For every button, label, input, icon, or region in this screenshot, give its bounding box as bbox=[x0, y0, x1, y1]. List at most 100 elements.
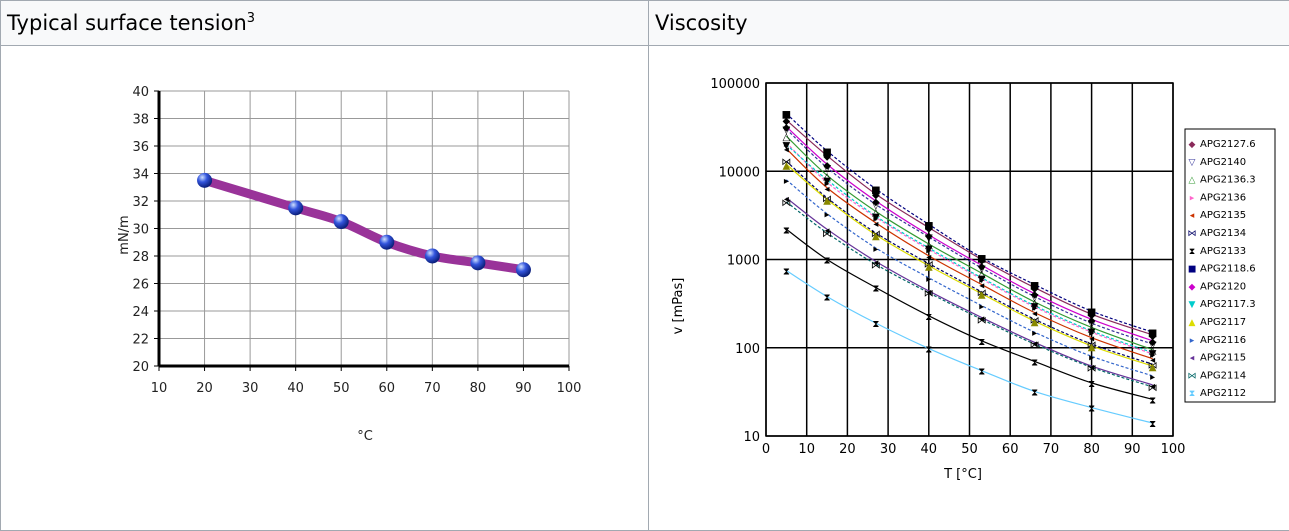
data-point: ◆ bbox=[1088, 315, 1096, 326]
legend-marker: ■ bbox=[1188, 265, 1197, 275]
data-point: ▼ bbox=[1149, 349, 1157, 360]
y-tick-label: 36 bbox=[132, 140, 149, 155]
legend-label: APG2118.6 bbox=[1200, 264, 1256, 275]
x-tick-label: 40 bbox=[921, 442, 938, 457]
viscosity-y-label: v [mPas] bbox=[671, 278, 686, 335]
x-tick-label: 50 bbox=[333, 381, 350, 396]
x-tick-label: 10 bbox=[151, 381, 168, 396]
data-point: ▼ bbox=[925, 244, 933, 255]
data-point: ◆ bbox=[1031, 290, 1039, 301]
y-tick-label: 10 bbox=[743, 430, 760, 445]
data-point: ▼ bbox=[823, 176, 831, 187]
data-point: ⧗ bbox=[824, 293, 831, 304]
data-point: ⋈ bbox=[977, 315, 987, 326]
data-point: ▸ bbox=[979, 302, 984, 313]
data-point: ▸ bbox=[926, 274, 931, 285]
legend-marker: ◆ bbox=[1189, 282, 1196, 292]
viscosity-header: Viscosity bbox=[649, 1, 1289, 46]
x-tick-label: 70 bbox=[424, 381, 441, 396]
x-tick-label: 50 bbox=[961, 442, 978, 457]
legend-marker: ⧗ bbox=[1189, 389, 1195, 399]
y-tick-label: 24 bbox=[132, 305, 149, 320]
data-point: ▲ bbox=[782, 160, 790, 171]
data-point bbox=[197, 173, 212, 188]
legend-marker: ⋈ bbox=[1188, 229, 1197, 239]
surface-tension-x-label: °C bbox=[357, 429, 373, 444]
y-tick-label: 40 bbox=[132, 85, 149, 100]
data-point: ⧗ bbox=[978, 337, 985, 348]
legend-label: APG2114 bbox=[1200, 370, 1246, 381]
x-tick-label: 20 bbox=[839, 442, 856, 457]
y-tick-label: 28 bbox=[132, 250, 149, 265]
data-point: ▼ bbox=[1088, 327, 1096, 338]
x-tick-label: 60 bbox=[379, 381, 396, 396]
x-tick-label: 100 bbox=[1161, 442, 1186, 457]
data-point: ⧗ bbox=[824, 256, 831, 267]
data-point: ▼ bbox=[978, 274, 986, 285]
data-point: ◆ bbox=[1149, 337, 1157, 348]
x-tick-label: 10 bbox=[798, 442, 815, 457]
data-point: ⋈ bbox=[822, 229, 832, 240]
data-point: ⋈ bbox=[1030, 340, 1040, 351]
data-point: ⋈ bbox=[1087, 363, 1097, 374]
data-point: ▲ bbox=[925, 262, 933, 273]
legend-label: APG2117.3 bbox=[1200, 299, 1256, 310]
data-point: ▲ bbox=[1031, 317, 1039, 328]
data-point: ■ bbox=[822, 147, 831, 158]
data-point: ⧗ bbox=[1149, 395, 1156, 406]
y-tick-label: 20 bbox=[132, 360, 149, 375]
data-point: ⧗ bbox=[783, 225, 790, 236]
legend-label: APG2117 bbox=[1200, 317, 1246, 328]
legend-marker: ▲ bbox=[1189, 318, 1196, 328]
y-tick-label: 10000 bbox=[719, 165, 760, 180]
legend-marker: ⧗ bbox=[1189, 247, 1195, 257]
x-tick-label: 20 bbox=[196, 381, 213, 396]
legend-marker: ◆ bbox=[1189, 140, 1196, 150]
data-point: ▲ bbox=[823, 195, 831, 206]
legend-label: APG2140 bbox=[1200, 157, 1246, 168]
legend-label: APG2135 bbox=[1200, 210, 1246, 221]
legend-label: APG2120 bbox=[1200, 281, 1246, 292]
y-tick-label: 100 bbox=[735, 342, 760, 357]
x-tick-label: 30 bbox=[880, 442, 897, 457]
legend-marker: ◂ bbox=[1190, 354, 1195, 364]
legend-marker: ⋈ bbox=[1188, 371, 1197, 381]
x-tick-label: 30 bbox=[242, 381, 259, 396]
legend-label: APG2136.3 bbox=[1200, 175, 1256, 186]
legend-label: APG2136 bbox=[1200, 192, 1246, 203]
data-point: ⋈ bbox=[871, 260, 881, 271]
data-point: ⋈ bbox=[1148, 383, 1158, 394]
x-tick-label: 40 bbox=[287, 381, 304, 396]
data-point: ⧗ bbox=[978, 367, 985, 378]
data-point bbox=[470, 255, 485, 270]
data-point: ⧗ bbox=[1088, 379, 1095, 390]
y-tick-label: 30 bbox=[132, 223, 149, 238]
data-point: ■ bbox=[871, 185, 880, 196]
data-point: ▲ bbox=[1088, 342, 1096, 353]
x-tick-label: 90 bbox=[1124, 442, 1141, 457]
data-point: ■ bbox=[782, 110, 791, 121]
surface-tension-header: Typical surface tension3 bbox=[1, 1, 649, 46]
data-point: ▼ bbox=[1031, 302, 1039, 313]
data-point bbox=[334, 214, 349, 229]
data-point: ▸ bbox=[784, 176, 789, 187]
y-tick-label: 38 bbox=[132, 113, 149, 128]
data-point: ⧗ bbox=[1031, 387, 1038, 398]
x-tick-label: 70 bbox=[1043, 442, 1060, 457]
data-point: ⧗ bbox=[872, 284, 879, 295]
data-point bbox=[288, 200, 303, 215]
y-tick-label: 100000 bbox=[710, 77, 760, 92]
x-tick-label: 100 bbox=[557, 381, 582, 396]
data-point bbox=[379, 235, 394, 250]
x-tick-label: 0 bbox=[762, 442, 770, 457]
data-point: ⋈ bbox=[781, 198, 791, 209]
legend-marker: ▸ bbox=[1190, 336, 1195, 346]
y-tick-label: 26 bbox=[132, 278, 149, 293]
data-point: ⧗ bbox=[1031, 357, 1038, 368]
data-point: ⧗ bbox=[925, 312, 932, 323]
legend-label: APG2133 bbox=[1200, 246, 1246, 257]
y-tick-label: 32 bbox=[132, 195, 149, 210]
